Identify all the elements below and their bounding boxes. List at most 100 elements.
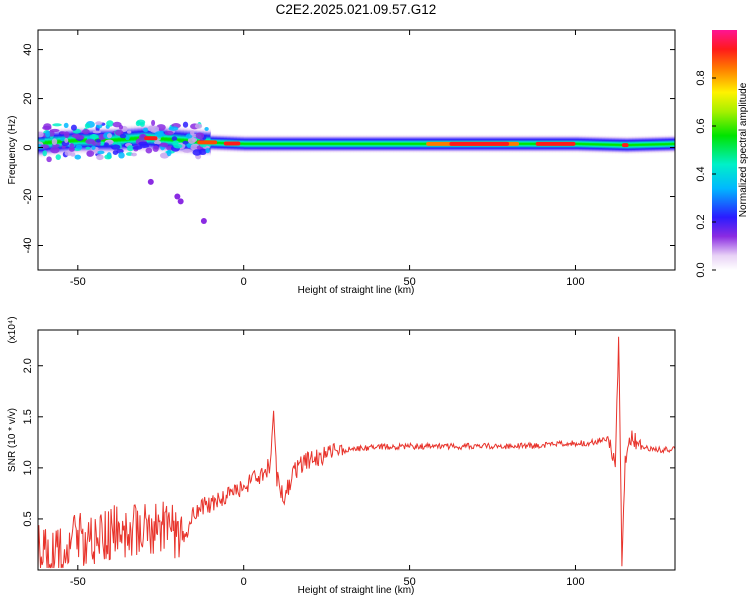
spectrum-column — [575, 134, 580, 154]
spectrum-column — [525, 134, 530, 154]
spectrum-blob — [106, 120, 114, 127]
snr-series-line — [38, 336, 675, 569]
spectrum-blob — [173, 143, 183, 149]
spectrum-blob — [103, 142, 109, 147]
spectrum-blob — [98, 133, 104, 141]
spectrum-blob — [153, 140, 162, 145]
spectrum-column — [638, 134, 643, 155]
spectrum-blob — [45, 130, 51, 138]
spectrum-column — [293, 134, 298, 154]
spectrum-blob — [96, 154, 104, 161]
spectrum-column — [67, 126, 72, 156]
spectrum-blob — [46, 156, 52, 163]
snr-x-ticks: -50 0 50 100 — [70, 330, 585, 588]
spectrum-blob — [182, 148, 192, 153]
colorbar-tick-label: 0.6 — [695, 118, 707, 133]
spectrum-blob — [132, 146, 143, 150]
spectrum-blob — [97, 150, 105, 155]
spectrum-outlier — [174, 193, 181, 200]
spectrum-blob — [75, 144, 83, 150]
spectrum-blob — [85, 146, 91, 150]
spectrum-blob — [138, 141, 148, 146]
spectrum-blob — [142, 127, 149, 133]
spectrum-column — [422, 134, 427, 154]
spectrum-column — [416, 134, 421, 154]
spectrum-blob — [126, 145, 134, 152]
spectrum-column — [353, 134, 357, 154]
spectrum-column — [608, 134, 613, 155]
spectrum-column — [628, 135, 633, 155]
spectrum-blob — [151, 125, 160, 133]
spectrum-blob — [118, 124, 124, 130]
colorbar-label: Normalized spectral amplitude — [738, 82, 749, 217]
spectrum-column — [409, 134, 414, 154]
spectrum-outlier — [147, 178, 154, 185]
spectrum-column — [263, 134, 268, 154]
spectrum-blob — [185, 133, 193, 139]
spectrum-column — [164, 124, 168, 154]
spectrum-column — [635, 135, 640, 155]
spectrum-column — [631, 135, 636, 155]
spectrum-column — [399, 134, 404, 154]
spectrum-blob — [194, 123, 203, 129]
snr-frame — [37, 329, 676, 571]
spectrum-column — [44, 127, 49, 158]
spectrum-column — [300, 134, 304, 154]
spectrum-blob — [91, 145, 96, 150]
spectrum-blob — [205, 147, 210, 154]
figure-title: C2E2.2025.021.09.57.G12 — [276, 2, 437, 17]
colorbar-tick-label: 0.4 — [695, 166, 707, 181]
spectrum-blob — [38, 131, 44, 138]
spectrum-blob — [171, 136, 178, 141]
snr-y-tick-label: 1.5 — [22, 409, 34, 424]
spectrum-blob — [204, 126, 209, 131]
spectrum-column — [665, 134, 669, 154]
spectrum-column — [592, 134, 596, 155]
spectrum-column — [266, 134, 271, 154]
spectrogram-y-ticks: -40 -20 0 20 40 — [22, 43, 675, 253]
spectrogram-x-tick-label: 100 — [566, 276, 584, 288]
spectrum-column — [243, 134, 248, 154]
spectrum-column — [303, 134, 308, 154]
spectrogram-x-tick-label: 50 — [403, 276, 415, 288]
spectrum-column — [379, 134, 384, 154]
spectrum-column — [661, 134, 666, 154]
spectrogram-x-tick-label: -50 — [70, 276, 86, 288]
spectrum-column — [180, 125, 185, 156]
spectrum-column — [339, 134, 344, 154]
spectrum-column — [250, 134, 255, 154]
spectrum-blob — [135, 120, 141, 127]
spectrogram-y-label: Frequency (Hz) — [7, 116, 18, 185]
spectrum-blob — [118, 152, 125, 159]
spectrogram-y-tick-label: 0 — [22, 144, 34, 150]
spectrum-blob — [51, 138, 58, 145]
colorbar: 0.0 0.2 0.4 0.6 0.8 Normalized spectral ampl… — [695, 30, 749, 278]
spectrum-column — [273, 134, 278, 154]
spectrum-blob — [114, 129, 124, 136]
spectrum-column — [320, 134, 324, 154]
spectrum-column — [329, 134, 334, 154]
spectrum-column — [366, 134, 371, 154]
snr-x-tick-label: 0 — [241, 576, 247, 588]
spectrogram-y-tick-label: -20 — [22, 189, 34, 205]
spectrum-blob — [145, 147, 153, 154]
spectrogram-frame — [37, 29, 676, 271]
spectrum-blob — [43, 123, 52, 130]
spectrum-blob — [126, 130, 132, 134]
spectrum-column — [117, 125, 122, 155]
spectrum-blob — [110, 144, 121, 150]
spectrum-column — [240, 133, 245, 154]
spectrum-column — [71, 126, 75, 156]
spectrum-blob — [85, 138, 96, 145]
colorbar-gradient — [712, 30, 737, 270]
spectrum-column — [104, 125, 109, 155]
spectrum-column — [217, 133, 221, 153]
spectrum-blob — [104, 154, 112, 160]
spectrum-column — [310, 134, 314, 154]
spectrum-column — [402, 134, 407, 154]
spectrum-blob — [190, 130, 195, 136]
spectrum-outlier — [200, 218, 207, 225]
spectrum-blob — [112, 150, 119, 156]
spectrum-blob — [64, 150, 72, 156]
spectrum-column — [286, 134, 291, 154]
